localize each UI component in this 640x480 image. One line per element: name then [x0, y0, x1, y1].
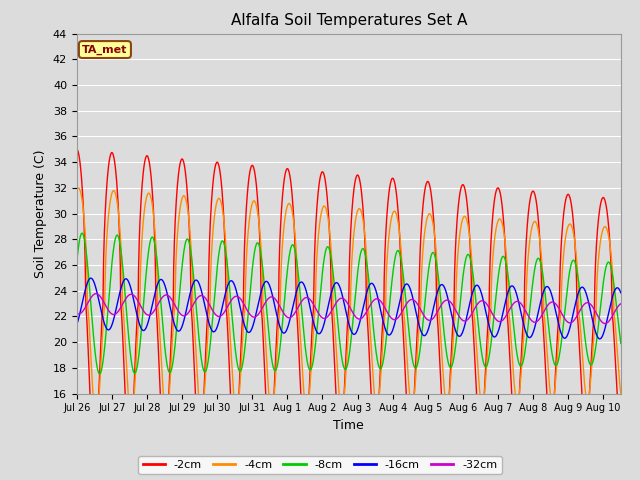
Title: Alfalfa Soil Temperatures Set A: Alfalfa Soil Temperatures Set A — [230, 13, 467, 28]
Y-axis label: Soil Temperature (C): Soil Temperature (C) — [35, 149, 47, 278]
Text: TA_met: TA_met — [82, 44, 127, 55]
Legend: -2cm, -4cm, -8cm, -16cm, -32cm: -2cm, -4cm, -8cm, -16cm, -32cm — [138, 456, 502, 474]
X-axis label: Time: Time — [333, 419, 364, 432]
